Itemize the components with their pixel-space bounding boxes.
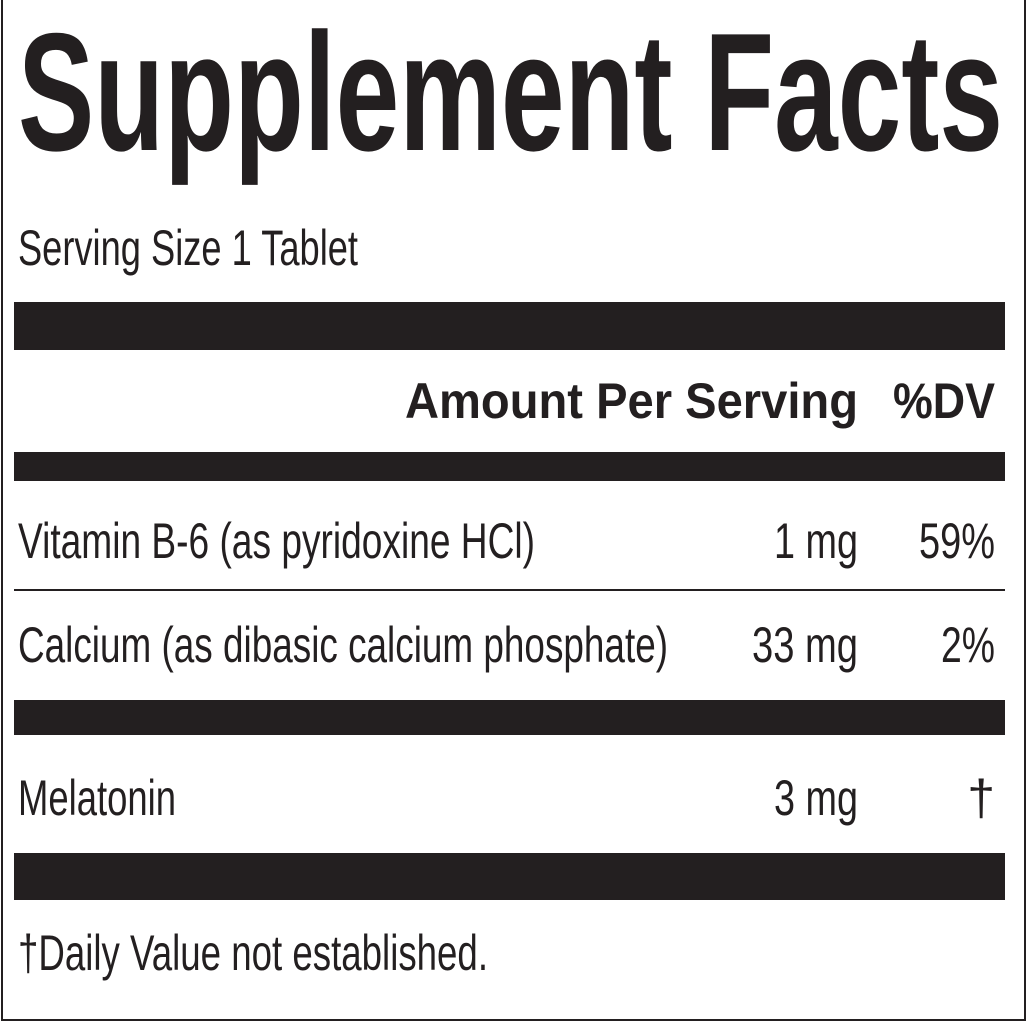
divider-bar [14,853,1005,900]
divider-bar [14,302,1005,350]
nutrient-dv: 2% [941,617,995,673]
nutrient-amount: 1 mg [774,513,858,569]
nutrient-name: Vitamin B-6 (as pyridoxine HCl) [18,513,535,569]
nutrient-amount: 3 mg [774,770,858,826]
column-header: Amount Per Serving [405,373,858,429]
nutrient-name: Calcium (as dibasic calcium phosphate) [18,617,668,673]
nutrient-amount: 33 mg [752,617,858,673]
row-divider [14,589,1005,591]
nutrient-name: Melatonin [18,770,176,826]
column-header: %DV [893,373,996,429]
divider-bar [14,452,1005,481]
serving-size: Serving Size 1 Tablet [18,220,358,276]
title: Supplement Facts [18,0,1003,186]
footnote: †Daily Value not established. [18,925,488,981]
nutrient-dv: 59% [919,513,995,569]
nutrient-dv: † [967,770,995,826]
divider-bar [14,700,1005,735]
